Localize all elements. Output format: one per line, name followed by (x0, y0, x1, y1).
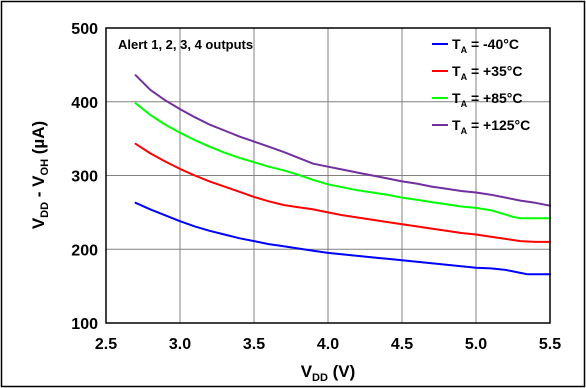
y-tick-label: 100 (71, 316, 98, 333)
y-tick-labels: 100 200 300 400 500 (71, 21, 98, 333)
legend-entry: TA = +85°C (452, 90, 522, 109)
series-line (134, 201, 551, 276)
x-axis-label: VDD (V) (301, 362, 356, 384)
legend: TA = -40°C TA = +35°C TA = +85°C TA = +125°… (432, 36, 530, 136)
x-tick-labels: 2.5 3.0 3.5 4.0 4.5 5.0 5.5 (95, 336, 561, 353)
series-line (134, 102, 551, 220)
x-tick-label: 4.5 (391, 336, 413, 353)
series-layer (134, 74, 551, 276)
y-tick-label: 200 (71, 242, 98, 259)
x-tick-label: 5.0 (465, 336, 487, 353)
legend-entry: TA = -40°C (452, 36, 519, 55)
legend-entry: TA = +125°C (452, 117, 530, 136)
x-tick-label: 3.5 (243, 336, 265, 353)
x-tick-label: 2.5 (95, 336, 117, 353)
x-tick-label: 3.0 (169, 336, 191, 353)
y-axis-label: VDD - VOH (µA) (29, 121, 51, 229)
grid (106, 28, 550, 323)
annotation-text: Alert 1, 2, 3, 4 outputs (118, 37, 253, 52)
y-tick-label: 400 (71, 95, 98, 112)
plot-frame (105, 27, 551, 324)
x-tick-label: 4.0 (317, 336, 339, 353)
series-line (134, 142, 551, 243)
series-line (134, 74, 551, 207)
legend-entry: TA = +35°C (452, 63, 522, 82)
x-tick-label: 5.5 (539, 336, 561, 353)
y-tick-label: 300 (71, 169, 98, 186)
y-tick-label: 500 (71, 21, 98, 38)
